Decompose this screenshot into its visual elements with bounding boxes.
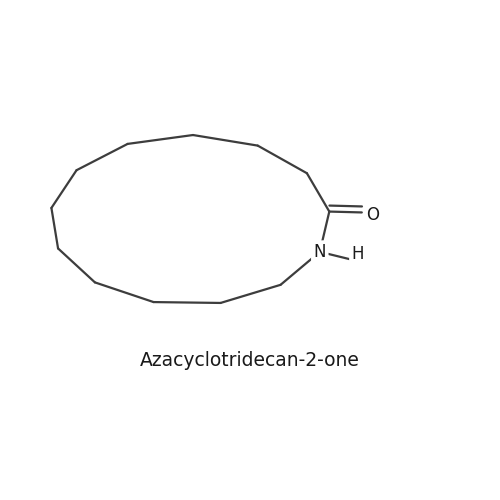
Text: N: N	[314, 243, 326, 261]
Text: O: O	[366, 206, 380, 224]
Text: Azacyclotridecan-2-one: Azacyclotridecan-2-one	[140, 350, 360, 370]
Text: H: H	[352, 244, 364, 262]
